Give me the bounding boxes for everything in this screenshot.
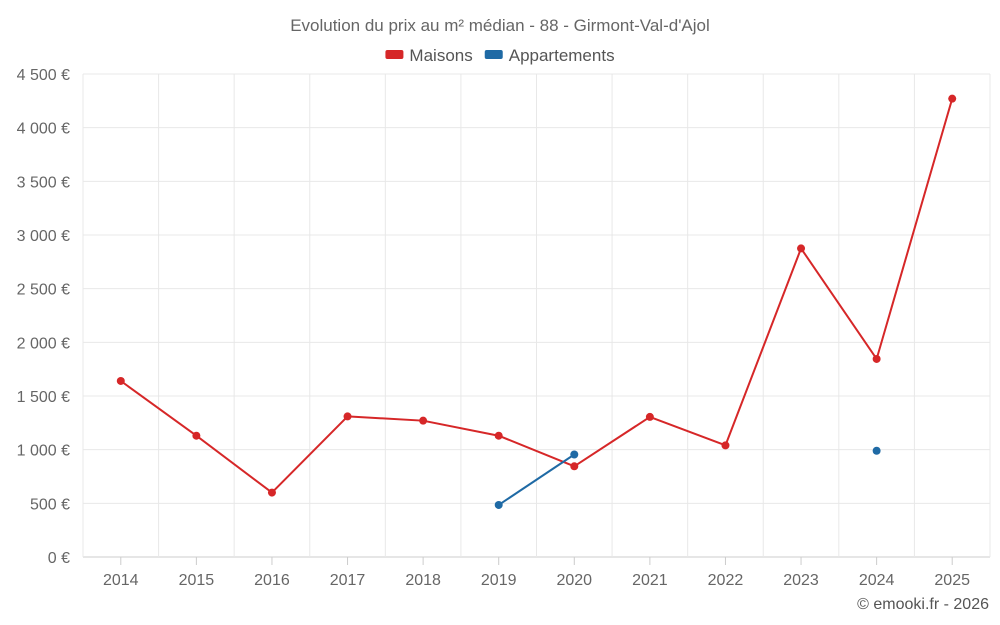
y-axis: 0 € 500 € 1 000 € 1 500 € 2 000 € 2 500 € 3 00… <box>17 67 70 567</box>
data-point[interactable] <box>267 488 276 497</box>
data-point[interactable] <box>494 431 503 440</box>
data-point[interactable] <box>494 500 503 509</box>
x-tick-label: 2019 <box>481 572 517 589</box>
x-tick-label: 2014 <box>103 572 139 589</box>
x-tick-label: 2023 <box>783 572 819 589</box>
x-tick-label: 2015 <box>179 572 215 589</box>
data-point[interactable] <box>872 354 881 363</box>
y-tick-label: 1 000 € <box>17 443 70 460</box>
x-tick-label: 2017 <box>330 572 366 589</box>
x-tick-label: 2016 <box>254 572 290 589</box>
y-tick-label: 2 000 € <box>17 335 70 352</box>
data-point[interactable] <box>948 94 957 103</box>
series-line <box>498 453 575 506</box>
data-point[interactable] <box>116 376 125 385</box>
legend-swatch <box>484 50 503 59</box>
series-line <box>120 98 954 494</box>
legend-item-appartements[interactable]: Appartements <box>509 46 615 65</box>
series-maisons <box>116 94 957 497</box>
x-tick-label: 2020 <box>556 572 592 589</box>
data-point[interactable] <box>570 450 579 459</box>
y-tick-label: 4 000 € <box>17 121 70 138</box>
x-tick-label: 2022 <box>708 572 744 589</box>
y-tick-label: 3 000 € <box>17 228 70 245</box>
data-point[interactable] <box>797 244 806 253</box>
y-tick-label: 0 € <box>48 550 70 567</box>
x-tick-label: 2021 <box>632 572 668 589</box>
data-point[interactable] <box>645 412 654 421</box>
x-tick-label: 2025 <box>934 572 970 589</box>
series-appartements <box>494 446 881 509</box>
x-tick-label: 2018 <box>405 572 441 589</box>
data-point[interactable] <box>872 446 881 455</box>
data-point[interactable] <box>419 416 428 425</box>
legend-swatch <box>385 50 404 59</box>
series-layer <box>116 94 957 509</box>
y-tick-label: 2 500 € <box>17 282 70 299</box>
y-tick-label: 3 500 € <box>17 174 70 191</box>
x-axis: 2014 2015 2016 2017 2018 2019 2020 2021 2022 2023… <box>103 557 970 589</box>
data-point[interactable] <box>192 431 201 440</box>
data-point[interactable] <box>343 412 352 421</box>
legend: Maisons Appartements <box>385 46 615 65</box>
x-tick-label: 2024 <box>859 572 895 589</box>
data-point[interactable] <box>721 441 730 450</box>
chart-title: Evolution du prix au m² médian - 88 - Gi… <box>290 16 710 35</box>
legend-item-maisons[interactable]: Maisons <box>409 46 472 65</box>
y-tick-label: 4 500 € <box>17 67 70 84</box>
data-point[interactable] <box>570 462 579 471</box>
y-tick-label: 500 € <box>30 496 70 513</box>
y-tick-label: 1 500 € <box>17 389 70 406</box>
grid <box>82 73 991 558</box>
credit-text: © emooki.fr - 2026 <box>857 596 989 613</box>
